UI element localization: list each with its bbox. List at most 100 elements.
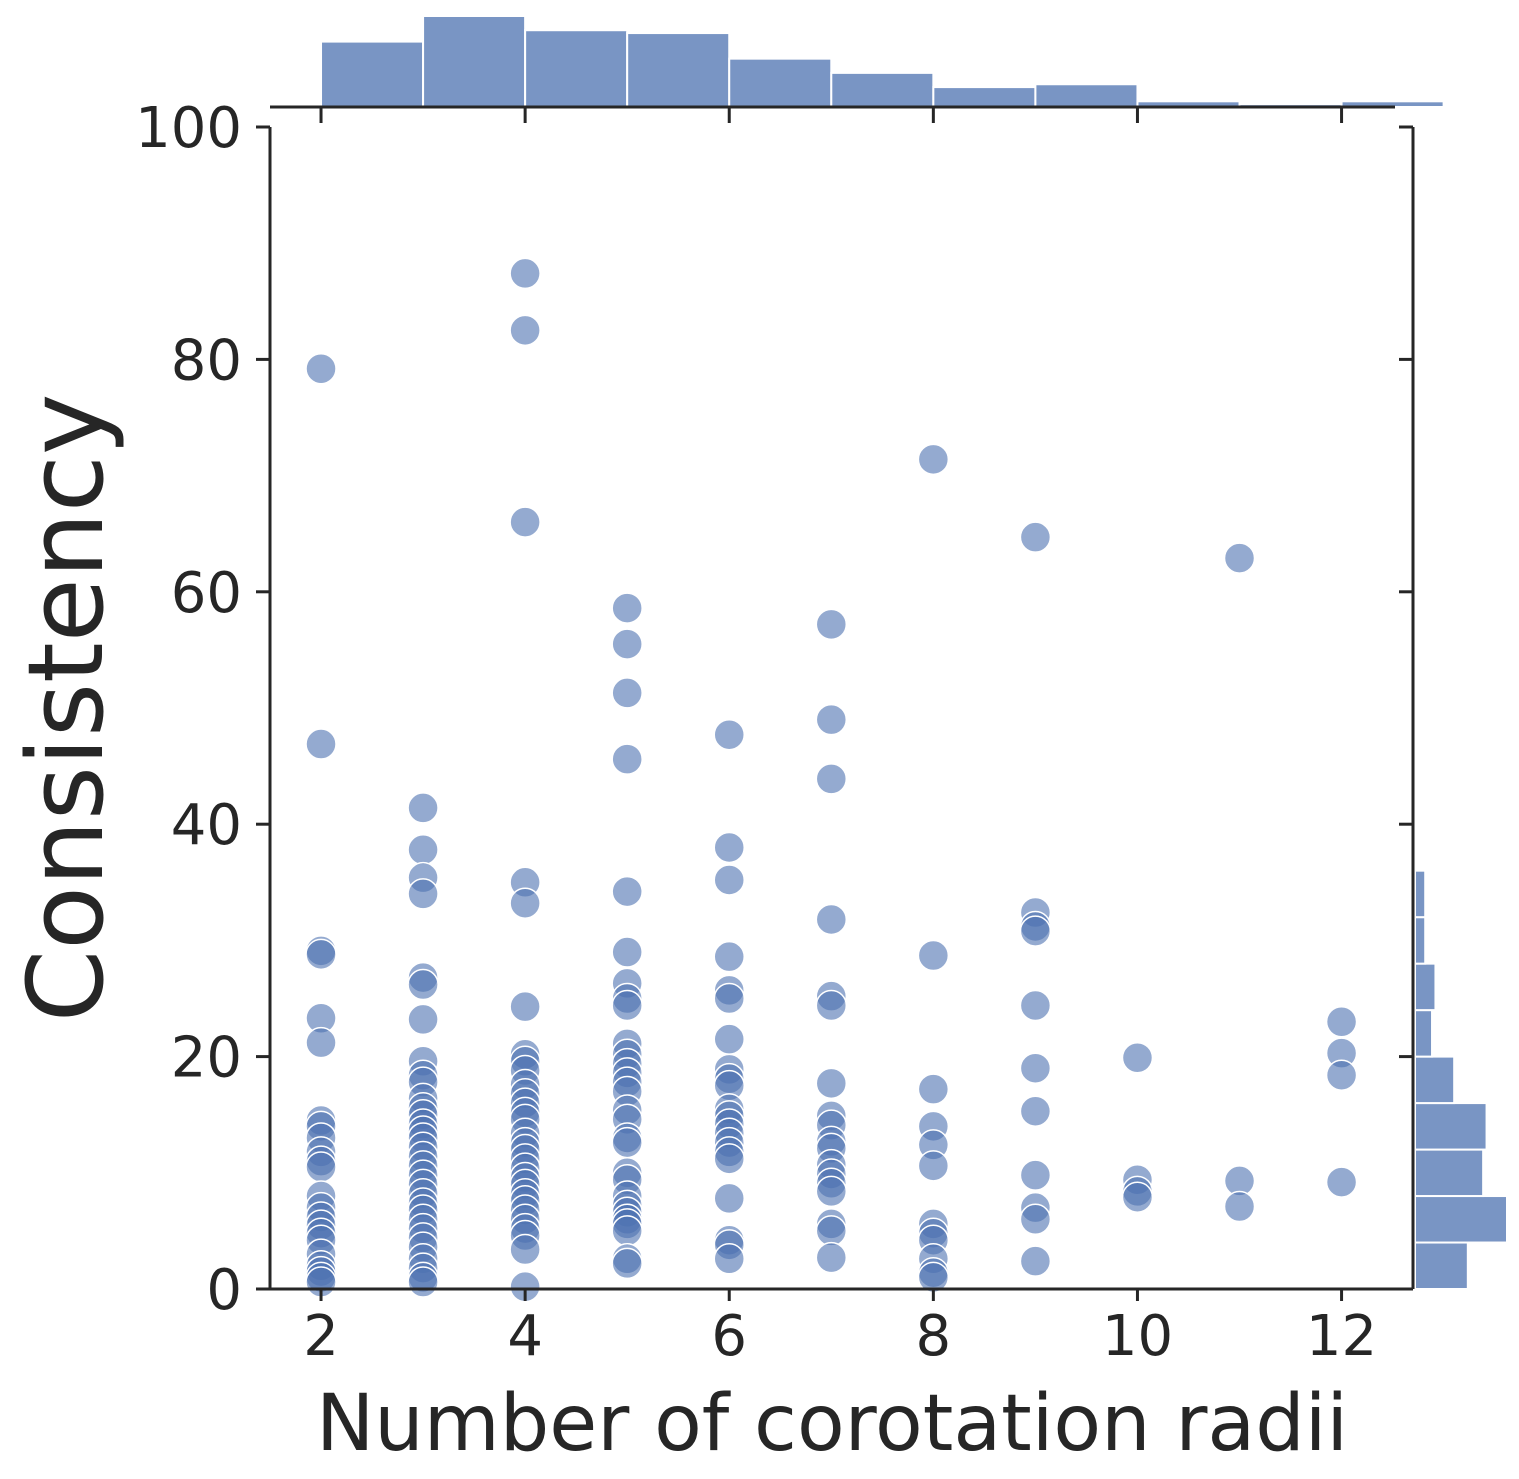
scatter-point (611, 1247, 643, 1280)
y-hist-bar (1414, 1148, 1485, 1198)
scatter-point (1019, 1095, 1052, 1127)
scatter-point (509, 314, 541, 347)
scatter-point (611, 989, 643, 1022)
y-tick-label: 100 (135, 96, 242, 161)
y-tick-label: 0 (206, 1258, 242, 1323)
scatter-point (509, 887, 541, 919)
x-hist-bar (626, 32, 731, 108)
y-tick-label: 40 (171, 793, 242, 858)
x-hist-bar (320, 40, 425, 108)
scatter-point (917, 443, 950, 476)
scatter-point (407, 1266, 439, 1298)
x-tick-label: 8 (916, 1304, 952, 1369)
scatter-points (305, 257, 1358, 1303)
scatter-point (1121, 1042, 1154, 1074)
scatter-point (611, 936, 643, 968)
scatter-point (1019, 521, 1052, 553)
scatter-point (407, 968, 439, 1001)
y-hist-bar (1414, 1055, 1456, 1105)
y-hist-bar (1414, 962, 1437, 1012)
scatter-point (611, 628, 643, 660)
y-tick-label: 60 (171, 561, 242, 626)
scatter-point (305, 728, 337, 760)
scatter-point (611, 743, 643, 775)
y-tick-label: 20 (171, 1026, 242, 1091)
x-tick-label: 4 (507, 1304, 543, 1369)
scatter-point (1223, 1190, 1256, 1223)
scatter-point (509, 990, 541, 1023)
scatter-point (509, 257, 541, 290)
scatter-point (305, 1026, 337, 1059)
scatter-point (305, 938, 337, 971)
scatter-point (815, 1215, 848, 1247)
x-axis-title: Number of corotation radii (316, 1379, 1348, 1469)
scatter-point (815, 608, 848, 641)
scatter-point (407, 792, 439, 824)
scatter-point (1019, 989, 1052, 1022)
scatter-point (815, 1241, 848, 1274)
axes-frame (268, 127, 1415, 1291)
y-tick-label: 80 (171, 328, 242, 393)
scatter-point (917, 939, 950, 972)
scatter-point (509, 506, 541, 538)
scatter-point (713, 1023, 745, 1055)
scatter-point (407, 1003, 439, 1036)
scatter-point (815, 1175, 848, 1208)
scatter-point (1019, 1159, 1052, 1191)
scatter-point (1019, 1245, 1052, 1277)
scatter-point (815, 989, 848, 1022)
y-hist-bar (1414, 1102, 1488, 1151)
scatter-point (1223, 542, 1256, 574)
y-marginal-histogram (1414, 730, 1508, 1291)
scatter-point (815, 1067, 848, 1100)
y-hist-bar (1414, 1009, 1434, 1058)
scatter-point (1325, 1166, 1358, 1198)
scatter-point (815, 903, 848, 936)
scatter-point (1019, 1052, 1052, 1084)
y-hist-bar (1414, 1195, 1508, 1244)
scatter-point (917, 1073, 950, 1105)
scatter-point (713, 982, 745, 1015)
scatter-point (407, 834, 439, 866)
scatter-point (1019, 915, 1052, 947)
scatter-point (509, 1233, 541, 1266)
y-hist-bar (1414, 916, 1427, 965)
scatter-point (815, 763, 848, 795)
scatter-point (611, 677, 643, 709)
scatter-point (611, 875, 643, 908)
scatter-point (1325, 1005, 1358, 1038)
scatter-point (713, 1182, 745, 1215)
scatter-point (713, 831, 745, 864)
x-tick-label: 2 (303, 1304, 339, 1369)
scatter-point (713, 1243, 745, 1275)
y-axis-title: Consistency (5, 394, 127, 1023)
x-hist-bar (830, 71, 935, 108)
x-tick-label: 12 (1306, 1304, 1377, 1369)
scatter-point (713, 864, 745, 896)
x-hist-bar (524, 29, 629, 108)
y-hist-bar (1414, 1241, 1469, 1291)
scatter-point (611, 592, 643, 624)
x-hist-bar (1034, 83, 1139, 108)
scatter-point (815, 703, 848, 736)
x-hist-bar (728, 57, 833, 108)
x-hist-bar (932, 86, 1037, 108)
scatter-point (713, 718, 745, 751)
x-hist-bar (422, 15, 527, 108)
scatter-point (611, 1126, 643, 1159)
axis-ticks: 2 4 6 8 10 12 0 20 40 60 80 100 (135, 96, 1413, 1369)
scatter-point (611, 1215, 643, 1247)
y-hist-bar (1414, 730, 1418, 779)
scatter-point (1325, 1059, 1358, 1091)
x-tick-label: 6 (711, 1304, 747, 1369)
scatter-point (509, 1270, 541, 1303)
scatter-point (305, 1151, 337, 1183)
scatter-point (407, 878, 439, 910)
scatter-point (305, 352, 337, 385)
scatter-point (917, 1150, 950, 1182)
scatter-point (713, 940, 745, 973)
x-tick-label: 10 (1102, 1304, 1173, 1369)
y-hist-bar (1414, 869, 1427, 919)
scatter-point (1121, 1181, 1154, 1213)
